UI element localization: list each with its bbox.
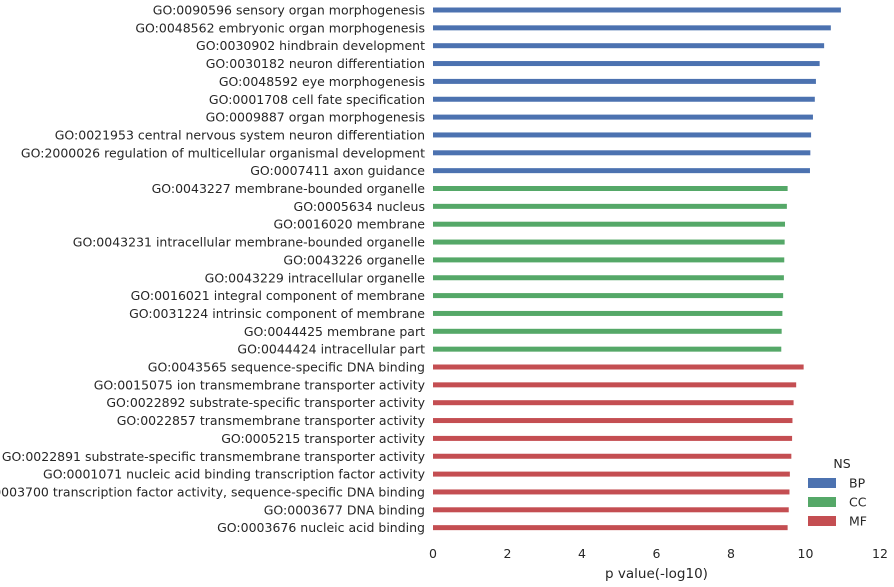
- bar-cc-19: [433, 346, 782, 352]
- bars-layer: [433, 7, 841, 531]
- bar-cc-13: [433, 239, 785, 245]
- category-label-4: GO:0048592 eye morphogenesis: [219, 74, 425, 89]
- category-label-25: GO:0022891 substrate-specific transmembr…: [2, 449, 426, 464]
- category-label-0: GO:0090596 sensory organ morphogenesis: [153, 3, 425, 18]
- category-label-13: GO:0043231 intracellular membrane-bounde…: [73, 235, 426, 250]
- x-axis-ticks: 0 2 4 6 8 10 12: [429, 546, 888, 561]
- category-label-18: GO:0044425 membrane part: [244, 324, 425, 339]
- category-label-5: GO:0001708 cell fate specification: [209, 92, 425, 107]
- bar-mf-29: [433, 525, 788, 531]
- bar-cc-15: [433, 275, 784, 281]
- category-label-8: GO:2000026 regulation of multicellular o…: [21, 145, 425, 160]
- category-label-7: GO:0021953 central nervous system neuron…: [55, 127, 425, 142]
- category-label-28: GO:0003677 DNA binding: [264, 502, 425, 517]
- bar-mf-28: [433, 507, 789, 513]
- x-tick-label-2: 4: [578, 546, 586, 561]
- bar-cc-11: [433, 203, 787, 209]
- category-label-20: GO:0043565 sequence-specific DNA binding: [148, 360, 425, 375]
- bar-bp-3: [433, 61, 820, 67]
- bar-bp-9: [433, 168, 810, 174]
- x-axis-title: p value(-log10): [605, 566, 708, 582]
- x-tick-label-0: 0: [429, 546, 437, 561]
- bar-bp-0: [433, 7, 841, 13]
- category-label-9: GO:0007411 axon guidance: [250, 163, 425, 178]
- legend-swatch-bp: [808, 478, 836, 488]
- bar-bp-2: [433, 43, 825, 49]
- legend-swatch-cc: [808, 497, 836, 507]
- bar-mf-25: [433, 453, 792, 459]
- bar-cc-14: [433, 257, 785, 263]
- legend-entries: BP CC MF: [808, 476, 867, 529]
- bar-mf-22: [433, 400, 794, 406]
- bar-cc-12: [433, 221, 786, 227]
- bar-bp-4: [433, 78, 816, 84]
- category-label-26: GO:0001071 nucleic acid binding transcri…: [43, 467, 426, 482]
- bar-mf-27: [433, 489, 790, 495]
- x-tick-label-5: 10: [798, 546, 814, 561]
- category-label-3: GO:0030182 neuron differentiation: [206, 56, 425, 71]
- legend-swatch-mf: [808, 516, 836, 526]
- category-label-22: GO:0022892 substrate-specific transporte…: [106, 395, 425, 410]
- category-label-17: GO:0031224 intrinsic component of membra…: [129, 306, 425, 321]
- x-tick-label-4: 8: [727, 546, 735, 561]
- category-labels: GO:0090596 sensory organ morphogenesis GO…: [0, 3, 426, 536]
- bar-bp-5: [433, 96, 815, 102]
- x-tick-label-3: 6: [653, 546, 661, 561]
- x-tick-label-1: 2: [504, 546, 512, 561]
- legend-title: NS: [833, 456, 850, 471]
- category-label-6: GO:0009887 organ morphogenesis: [206, 110, 425, 125]
- category-label-27: GO:0003700 transcription factor activity…: [0, 484, 425, 499]
- bar-mf-24: [433, 435, 793, 441]
- legend-label-mf: MF: [849, 514, 867, 529]
- legend: NS BP CC MF: [808, 456, 867, 529]
- category-label-21: GO:0015075 ion transmembrane transporter…: [94, 377, 426, 392]
- category-label-14: GO:0043226 organelle: [283, 252, 425, 267]
- category-label-11: GO:0005634 nucleus: [294, 199, 425, 214]
- bar-bp-7: [433, 132, 812, 138]
- category-label-19: GO:0044424 intracellular part: [237, 342, 425, 357]
- bar-cc-16: [433, 293, 784, 299]
- category-label-1: GO:0048562 embryonic organ morphogenesis: [135, 20, 425, 35]
- category-label-23: GO:0022857 transmembrane transporter act…: [117, 413, 426, 428]
- legend-label-bp: BP: [849, 476, 866, 491]
- bar-mf-26: [433, 471, 790, 477]
- legend-label-cc: CC: [849, 495, 867, 510]
- bar-cc-10: [433, 186, 788, 191]
- bar-bp-6: [433, 114, 813, 120]
- bar-mf-21: [433, 382, 797, 388]
- bar-mf-20: [433, 364, 804, 370]
- bar-bp-8: [433, 150, 811, 156]
- category-label-29: GO:0003676 nucleic acid binding: [217, 520, 425, 535]
- category-label-24: GO:0005215 transporter activity: [221, 431, 425, 446]
- category-label-12: GO:0016020 membrane: [273, 217, 425, 232]
- bar-bp-1: [433, 25, 831, 31]
- x-tick-label-6: 12: [872, 546, 888, 561]
- bar-cc-18: [433, 328, 782, 334]
- bar-mf-23: [433, 418, 793, 424]
- category-label-10: GO:0043227 membrane-bounded organelle: [152, 181, 426, 196]
- bar-cc-17: [433, 310, 783, 316]
- category-label-2: GO:0030902 hindbrain development: [196, 38, 425, 53]
- category-label-15: GO:0043229 intracellular organelle: [205, 270, 426, 285]
- category-label-16: GO:0016021 integral component of membran…: [131, 288, 426, 303]
